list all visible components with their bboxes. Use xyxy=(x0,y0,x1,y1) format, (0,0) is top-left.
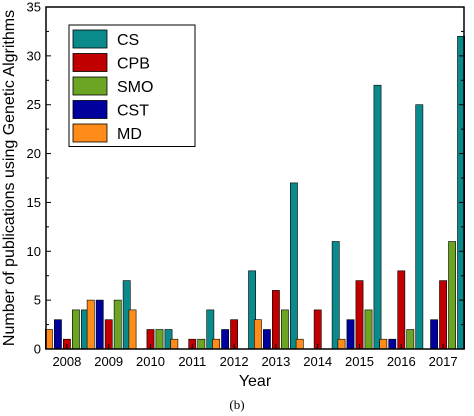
bar-md-2010 xyxy=(128,309,137,350)
legend-label-cs: CS xyxy=(117,32,139,49)
y-axis-title: Number of publications using Genetic Alg… xyxy=(1,10,18,346)
bar-cst-2008 xyxy=(53,319,62,350)
y-tick-label: 30 xyxy=(27,48,41,63)
figure-caption: (b) xyxy=(229,397,245,412)
bar-cst-2017 xyxy=(430,319,438,350)
y-tick-label: 0 xyxy=(34,342,41,357)
legend-label-cst: CST xyxy=(117,103,149,120)
bar-cst-2016 xyxy=(388,338,397,350)
x-tick-label: 2012 xyxy=(220,354,249,369)
x-tick-label: 2010 xyxy=(136,354,165,369)
bar-md-2011 xyxy=(170,338,179,350)
bar-smo-2010 xyxy=(155,329,164,350)
y-tick-label: 35 xyxy=(27,0,41,15)
legend-swatch-cs xyxy=(72,29,108,49)
bar-md-2013 xyxy=(254,319,262,350)
bar-cs-2013 xyxy=(289,182,298,350)
bar-cst-2015 xyxy=(346,319,355,350)
legend-swatch-smo xyxy=(72,76,108,96)
bar-md-2014 xyxy=(295,338,304,350)
legend-label-md: MD xyxy=(117,126,142,143)
bar-cs-2016 xyxy=(415,104,424,350)
bar-cs-2014 xyxy=(331,241,340,350)
x-tick-label: 2013 xyxy=(261,354,290,369)
legend-swatch-cst xyxy=(72,100,108,119)
x-tick-label: 2009 xyxy=(94,354,123,369)
bar-cst-2012 xyxy=(221,329,229,350)
y-axis: 0 5 10 15 20 25 30 35 xyxy=(27,0,464,357)
y-tick-label: 25 xyxy=(27,97,41,112)
bar-smo-2015 xyxy=(364,309,373,350)
bar-smo-2013 xyxy=(280,309,289,350)
x-tick-label: 2016 xyxy=(387,354,416,369)
x-tick-label: 2015 xyxy=(345,354,374,369)
legend-swatch-md xyxy=(72,123,108,143)
x-axis-title: Year xyxy=(239,373,272,390)
x-tick-label: 2008 xyxy=(52,354,81,369)
x-tick-label: 2011 xyxy=(178,354,206,369)
bar-cpb-2015 xyxy=(355,280,364,350)
bar-cpb-2013 xyxy=(271,290,280,350)
y-tick-label: 20 xyxy=(27,146,41,161)
legend: CS CPB SMO CST MD xyxy=(68,24,196,147)
bar-md-2012 xyxy=(212,338,220,350)
bars-layer xyxy=(44,35,465,350)
bar-smo-2009 xyxy=(113,299,122,350)
x-tick-label: 2014 xyxy=(303,354,332,369)
bar-cs-2015 xyxy=(373,84,382,350)
bar-cpb-2014 xyxy=(313,309,322,350)
y-tick-label: 5 xyxy=(34,293,41,308)
legend-swatch-cpb xyxy=(72,53,108,72)
y-tick-label: 10 xyxy=(27,244,41,259)
x-tick-label: 2017 xyxy=(429,354,458,369)
y-tick-label: 15 xyxy=(27,195,41,210)
bar-smo-2011 xyxy=(197,338,206,350)
bar-md-2009 xyxy=(86,299,95,350)
bar-cpb-2016 xyxy=(397,270,406,350)
bar-md-2015 xyxy=(337,338,346,350)
bar-smo-2017 xyxy=(448,241,456,350)
bar-cst-2013 xyxy=(262,329,271,350)
bar-cst-2009 xyxy=(95,299,104,350)
bar-smo-2008 xyxy=(72,309,80,350)
bar-md-2016 xyxy=(379,338,388,350)
bar-cpb-2017 xyxy=(439,280,447,350)
bar-smo-2016 xyxy=(406,329,415,350)
legend-label-cpb: CPB xyxy=(117,56,150,73)
x-axis: 2008 2009 2010 2011 2012 2013 2014 2015 2016 2017 xyxy=(52,344,458,369)
legend-label-smo: SMO xyxy=(117,79,153,96)
